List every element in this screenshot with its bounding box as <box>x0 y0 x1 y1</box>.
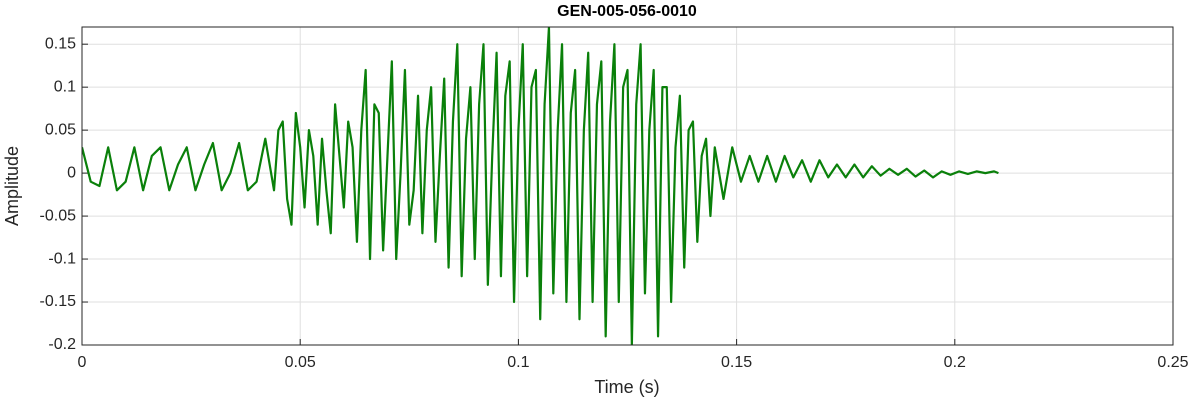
y-tick-label: 0.15 <box>45 35 76 52</box>
y-axis-label: Amplitude <box>2 146 22 226</box>
y-tick-label: -0.15 <box>40 293 77 310</box>
x-tick-label: 0.2 <box>944 354 966 371</box>
x-tick-label: 0 <box>78 354 87 371</box>
x-axis-label: Time (s) <box>594 377 659 397</box>
y-tick-label: 0.1 <box>54 78 76 95</box>
waveform-line <box>82 27 999 345</box>
y-tick-label: 0.05 <box>45 121 76 138</box>
chart-title: GEN-005-056-0010 <box>557 3 697 20</box>
x-tick-label: 0.1 <box>507 354 529 371</box>
y-tick-label: -0.1 <box>48 250 76 267</box>
x-tick-label: 0.05 <box>285 354 316 371</box>
axes-box <box>81 26 1174 346</box>
y-tick-label: -0.2 <box>48 336 76 353</box>
y-tick-label: 0 <box>67 164 76 181</box>
y-tick-label: -0.05 <box>40 207 77 224</box>
x-tick-label: 0.15 <box>721 354 752 371</box>
x-tick-label: 0.25 <box>1157 354 1188 371</box>
